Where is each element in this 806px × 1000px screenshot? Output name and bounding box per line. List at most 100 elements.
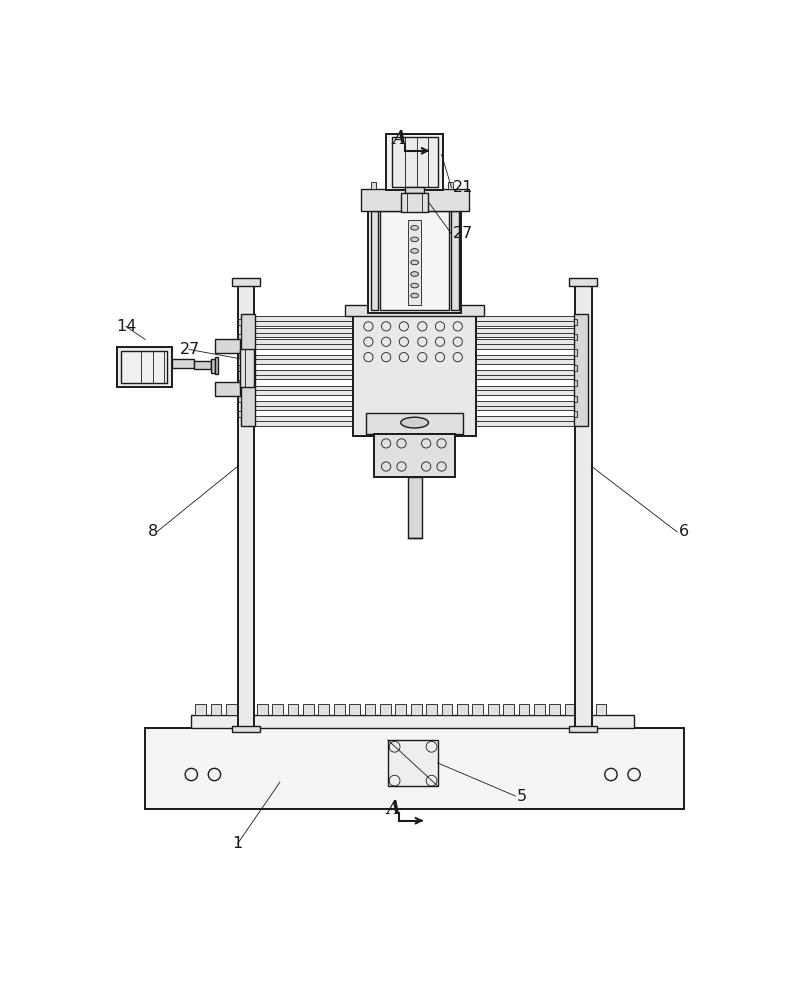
Bar [288, 704, 298, 715]
Bar [303, 704, 314, 715]
Bar [241, 704, 252, 715]
Bar [255, 355, 574, 364]
Bar [215, 339, 240, 353]
Bar [457, 704, 467, 715]
Bar [518, 704, 530, 715]
Bar [442, 704, 452, 715]
Ellipse shape [411, 237, 418, 242]
Bar [534, 704, 545, 715]
Bar [318, 704, 329, 715]
Bar [361, 189, 468, 211]
Bar [364, 704, 376, 715]
Bar [145, 728, 684, 809]
Bar [272, 704, 283, 715]
Bar [596, 704, 606, 715]
Bar [574, 396, 577, 402]
Bar [418, 182, 422, 189]
Bar [334, 704, 344, 715]
Text: 27: 27 [180, 342, 200, 357]
Bar [402, 182, 407, 189]
Bar [210, 704, 222, 715]
Bar [380, 704, 391, 715]
Bar [574, 314, 588, 426]
Bar [387, 182, 392, 189]
Bar [565, 704, 575, 715]
Bar [550, 704, 560, 715]
Bar [580, 704, 591, 715]
Bar [574, 349, 577, 356]
Bar [255, 370, 574, 379]
Bar [448, 182, 453, 189]
Ellipse shape [411, 249, 418, 253]
Text: 6: 6 [679, 524, 689, 539]
Bar [232, 278, 260, 286]
Bar [503, 704, 514, 715]
Bar [172, 359, 193, 368]
Bar [255, 339, 574, 349]
Bar [239, 334, 241, 340]
Bar [472, 704, 483, 715]
Ellipse shape [411, 283, 418, 288]
Bar [195, 704, 206, 715]
Ellipse shape [401, 417, 429, 428]
Bar [366, 413, 463, 434]
Bar [210, 359, 215, 373]
Bar [239, 396, 241, 402]
Bar [401, 193, 429, 212]
Bar [255, 401, 574, 410]
Bar [411, 704, 422, 715]
Bar [353, 309, 476, 436]
Bar [574, 319, 577, 325]
Bar [240, 349, 254, 387]
Ellipse shape [411, 293, 418, 298]
Bar [433, 182, 438, 189]
Bar [239, 380, 241, 386]
Text: 5: 5 [517, 789, 527, 804]
Bar [574, 365, 577, 371]
Bar [349, 704, 360, 715]
Bar [345, 305, 484, 316]
Bar [388, 740, 438, 786]
Bar [396, 704, 406, 715]
Text: A: A [393, 130, 406, 148]
Bar [368, 209, 461, 312]
Bar [239, 319, 241, 325]
Bar [255, 316, 574, 326]
Bar [371, 211, 379, 310]
Text: 8: 8 [147, 524, 158, 539]
Bar [215, 357, 218, 374]
Bar [255, 386, 574, 395]
Bar [574, 380, 577, 386]
Ellipse shape [411, 260, 418, 265]
Bar [193, 361, 210, 369]
Bar [241, 314, 256, 426]
Bar [451, 211, 459, 310]
Bar [405, 187, 424, 193]
Bar [117, 347, 172, 387]
Text: 21: 21 [453, 180, 473, 195]
Bar [380, 211, 449, 310]
Bar [393, 137, 438, 187]
Bar [569, 726, 597, 732]
Bar [239, 365, 241, 371]
Bar [255, 416, 574, 426]
Text: 27: 27 [453, 226, 473, 241]
Ellipse shape [411, 225, 418, 230]
Bar [374, 434, 455, 477]
Bar [257, 704, 268, 715]
Bar [239, 349, 241, 356]
Text: 14: 14 [117, 319, 137, 334]
Text: 1: 1 [232, 836, 243, 851]
Bar [238, 282, 255, 728]
Bar [574, 411, 577, 417]
Bar [232, 726, 260, 732]
Bar [409, 220, 421, 305]
Bar [386, 134, 443, 190]
Bar [569, 278, 597, 286]
Text: A: A [387, 800, 401, 818]
Bar [372, 182, 376, 189]
Bar [255, 328, 574, 337]
Bar [575, 282, 592, 728]
Bar [191, 715, 634, 728]
Bar [426, 704, 437, 715]
